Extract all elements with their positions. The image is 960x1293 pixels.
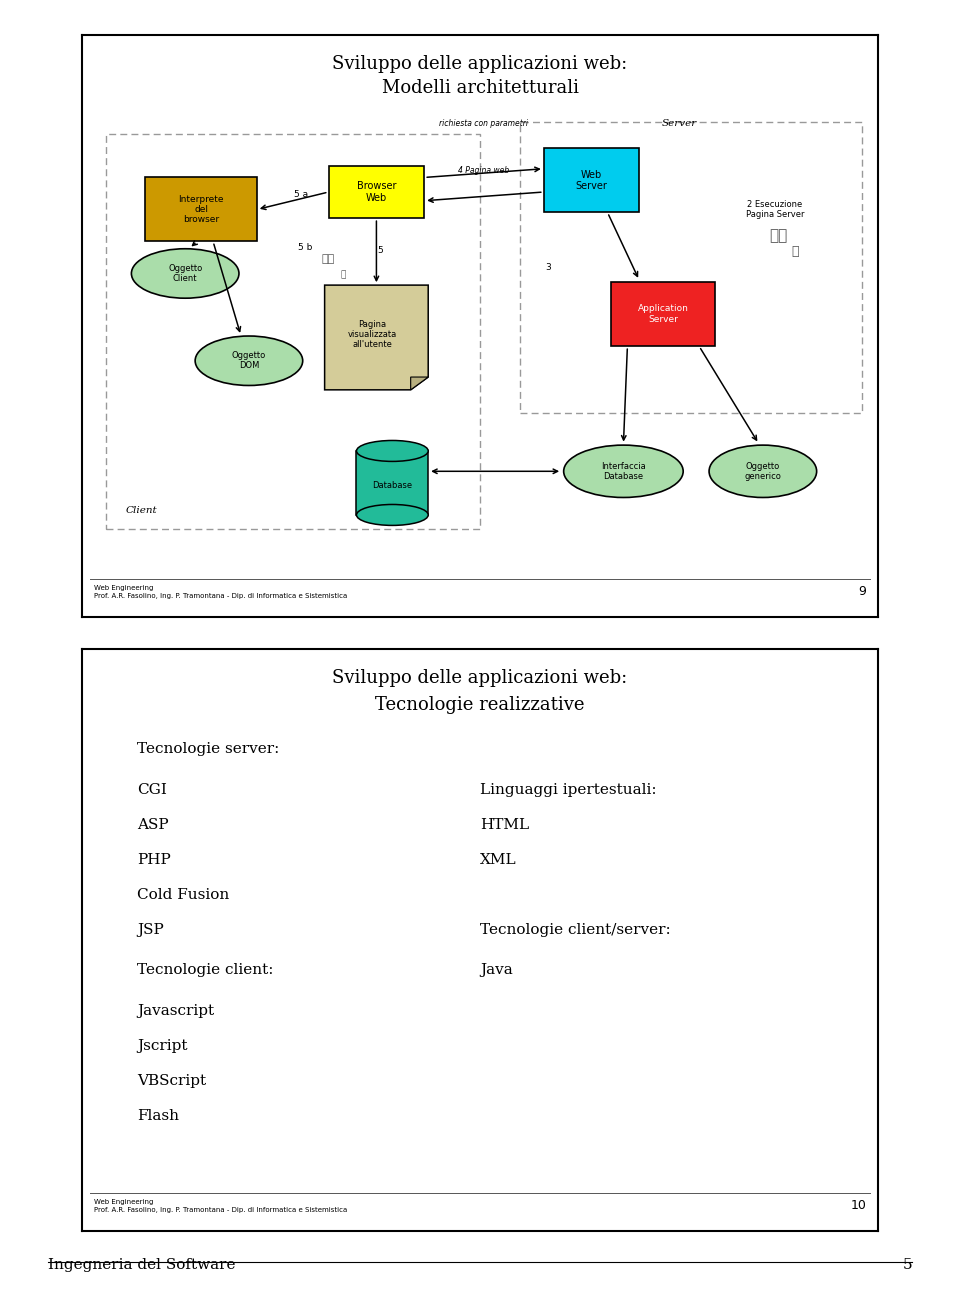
Text: ⛙⛙: ⛙⛙ (770, 228, 788, 243)
Text: 5: 5 (902, 1258, 912, 1272)
Text: Pagina
visualizzata
all'utente: Pagina visualizzata all'utente (348, 319, 397, 349)
Text: Linguaggi ipertestuali:: Linguaggi ipertestuali: (480, 782, 657, 796)
Ellipse shape (564, 445, 684, 498)
Text: Tecnologie realizzative: Tecnologie realizzative (375, 696, 585, 714)
Polygon shape (324, 284, 428, 389)
Text: richiesta con parametri: richiesta con parametri (440, 119, 529, 128)
Text: XML: XML (480, 853, 516, 866)
Ellipse shape (132, 248, 239, 299)
Bar (520, 122, 862, 412)
Text: Tecnologie client/server:: Tecnologie client/server: (480, 923, 671, 936)
Ellipse shape (195, 336, 302, 385)
Text: Oggetto
generico: Oggetto generico (744, 462, 781, 481)
Text: Flash: Flash (137, 1108, 180, 1122)
Text: 2 Esecuzione
Pagina Server: 2 Esecuzione Pagina Server (746, 199, 804, 220)
Text: Web
Server: Web Server (576, 169, 608, 191)
Text: VBScript: VBScript (137, 1073, 206, 1087)
Text: JSP: JSP (137, 923, 164, 936)
Text: Interfaccia
Database: Interfaccia Database (601, 462, 646, 481)
Text: Web Engineering
Prof. A.R. Fasolino, Ing. P. Tramontana - Dip. di Informatica e : Web Engineering Prof. A.R. Fasolino, Ing… (93, 1199, 347, 1213)
Bar (543, 149, 639, 212)
Text: 3: 3 (545, 264, 551, 272)
Text: Oggetto
DOM: Oggetto DOM (231, 350, 266, 371)
Text: Modelli architetturali: Modelli architetturali (381, 79, 579, 97)
Text: Server: Server (661, 119, 697, 128)
Ellipse shape (356, 504, 428, 525)
Text: Ingegneria del Software: Ingegneria del Software (48, 1258, 235, 1272)
Text: ⛙: ⛙ (340, 270, 346, 279)
Bar (612, 282, 715, 347)
Text: Sviluppo delle applicazioni web:: Sviluppo delle applicazioni web: (332, 56, 628, 74)
Text: Client: Client (126, 506, 157, 515)
Text: Oggetto
Client: Oggetto Client (168, 264, 203, 283)
Bar (106, 133, 480, 529)
Text: Tecnologie client:: Tecnologie client: (137, 963, 274, 978)
Text: 4 Pagina web: 4 Pagina web (458, 166, 510, 175)
Text: Web Engineering
Prof. A.R. Fasolino, Ing. P. Tramontana - Dip. di Informatica e : Web Engineering Prof. A.R. Fasolino, Ing… (93, 584, 347, 599)
Bar (328, 166, 424, 219)
Text: Java: Java (480, 963, 513, 978)
Text: Application
Server: Application Server (637, 304, 688, 325)
Text: Interprete
del
browser: Interprete del browser (179, 194, 224, 225)
Text: 5 a: 5 a (294, 190, 308, 199)
Text: 10: 10 (851, 1199, 867, 1212)
Text: Jscript: Jscript (137, 1040, 188, 1053)
Text: 5 b: 5 b (298, 243, 312, 252)
Text: Sviluppo delle applicazioni web:: Sviluppo delle applicazioni web: (332, 670, 628, 688)
Text: ⛙⛙: ⛙⛙ (322, 253, 335, 264)
Bar (356, 451, 428, 515)
Text: Database: Database (372, 481, 413, 490)
Text: Browser
Web: Browser Web (357, 181, 396, 203)
Polygon shape (411, 378, 428, 389)
Text: HTML: HTML (480, 817, 529, 831)
Text: Cold Fusion: Cold Fusion (137, 887, 229, 901)
Text: ⛙: ⛙ (791, 244, 799, 257)
Ellipse shape (709, 445, 817, 498)
Text: Javascript: Javascript (137, 1003, 214, 1018)
Text: Tecnologie server:: Tecnologie server: (137, 742, 279, 756)
Bar (145, 177, 257, 242)
Text: PHP: PHP (137, 853, 171, 866)
Ellipse shape (356, 441, 428, 462)
Text: CGI: CGI (137, 782, 167, 796)
Text: 9: 9 (858, 584, 867, 597)
Text: ASP: ASP (137, 817, 169, 831)
Text: 5: 5 (377, 246, 383, 255)
